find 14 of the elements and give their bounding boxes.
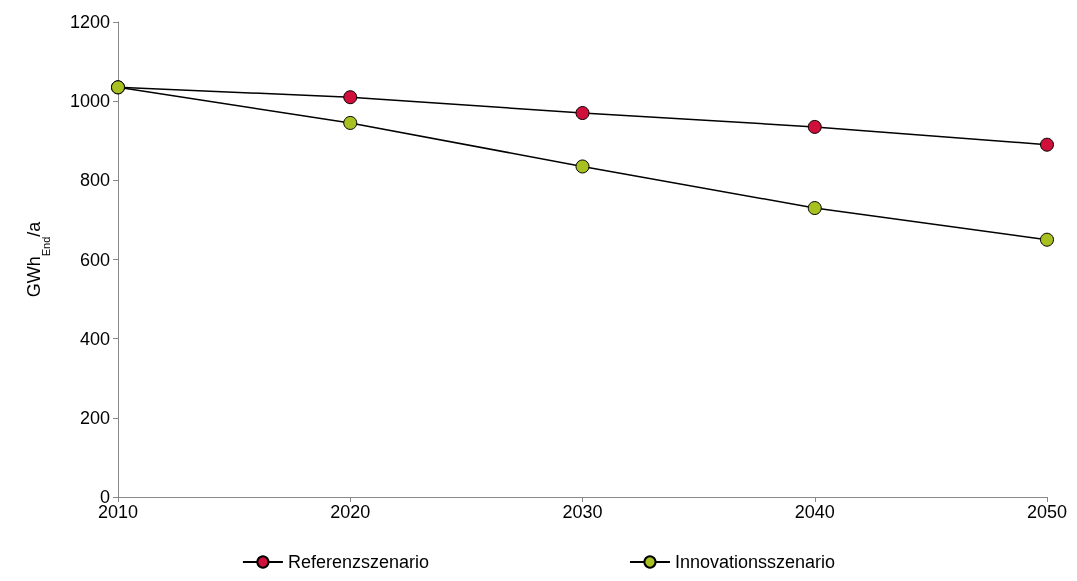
- y-tick-label: 1200: [69, 12, 110, 32]
- y-tick-label: 600: [79, 249, 110, 270]
- y-axis-title: GWhEnd/a: [24, 220, 52, 298]
- y-tick-label: 800: [79, 170, 110, 191]
- y-tick-label: 200: [79, 407, 110, 428]
- y-tick-label: 1000: [69, 91, 110, 112]
- x-tick-label: 2050: [1026, 502, 1068, 522]
- legend-label: Innovationsszenario: [674, 552, 836, 572]
- x-tick-label: 2010: [97, 502, 139, 522]
- x-tick-label: 2020: [330, 502, 371, 522]
- legend-label: Referenzszenario: [287, 552, 429, 572]
- x-tick-label: 2040: [794, 502, 835, 522]
- y-tick-label: 400: [79, 328, 110, 349]
- x-tick-label: 2030: [562, 502, 603, 522]
